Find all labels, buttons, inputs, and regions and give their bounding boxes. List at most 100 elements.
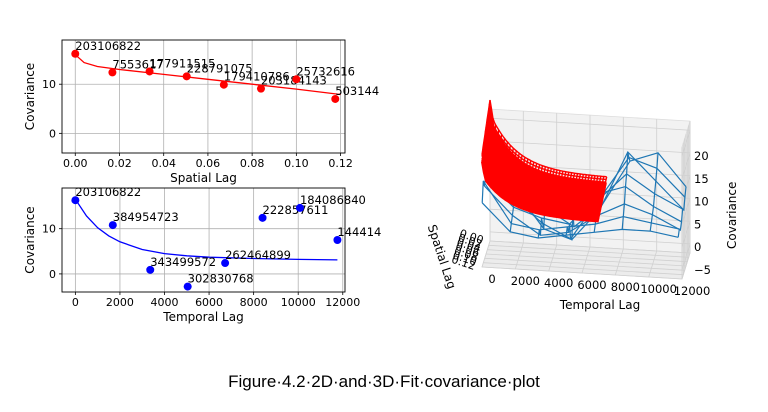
y-tick-label: 10 <box>42 78 56 91</box>
fit-surface-wire <box>482 148 601 214</box>
point-label: 144414 <box>337 225 381 239</box>
data-point <box>292 75 301 84</box>
y-tick-label: 0 <box>49 127 56 140</box>
x-tick-label: 2000 <box>106 296 134 309</box>
fit-surface-wire <box>487 119 605 194</box>
fit-surface-wire <box>483 144 602 212</box>
fit-surface-wire <box>482 154 600 218</box>
empirical-wire <box>621 151 631 230</box>
plot-frame <box>61 187 346 293</box>
fit-surface-wire <box>484 135 603 205</box>
z-tick-label: 0 <box>694 240 701 254</box>
point-label: 228791075 <box>187 61 253 75</box>
y-axis-label: Covariance <box>23 63 37 130</box>
data-point <box>256 84 265 93</box>
z-tick-label: −5 <box>694 263 711 277</box>
point-label: 177911515 <box>150 56 216 70</box>
fit-surface-wire <box>484 137 603 207</box>
data-point <box>71 49 80 58</box>
temporal-lag-plot: 0 2000 4000 6000 8000 10000 12000 0 10 203106822 3… <box>23 185 381 324</box>
x-tick-label: 4000 <box>151 296 179 309</box>
fit-surface-wire <box>488 110 607 188</box>
fit-surface-wire <box>483 141 602 209</box>
temporal-tick-label: 12000 <box>674 284 711 298</box>
temporal-tick-label: 6000 <box>577 278 606 292</box>
fit-surface-wire <box>488 106 607 185</box>
fit-surface-wire <box>483 146 601 213</box>
fit-surface-wire <box>486 121 605 195</box>
data-point <box>219 80 228 89</box>
data-point <box>331 94 340 103</box>
x-axis-label: Spatial Lag <box>170 171 237 185</box>
fit-surface-wire <box>481 157 600 220</box>
fit-curve <box>74 198 338 261</box>
x-tick-label: 0.04 <box>151 157 176 170</box>
point-label: 179410786 <box>224 70 290 84</box>
point-label: 503144 <box>335 84 379 98</box>
point-label: 203106822 <box>75 185 141 199</box>
fit-surface-wire <box>486 123 605 196</box>
fit-surface-wire <box>484 139 603 208</box>
x-tick-label: 12000 <box>325 296 360 309</box>
data-point <box>183 282 192 291</box>
data-point <box>182 72 191 81</box>
spatial-gridline <box>487 129 688 263</box>
fit-surface-wire <box>480 161 599 223</box>
x-tick-label: 8000 <box>240 296 268 309</box>
x-tick-label: 0.00 <box>63 157 88 170</box>
data-point <box>145 67 154 76</box>
y-tick-label: 10 <box>42 223 56 236</box>
point-label: 262464899 <box>225 248 291 262</box>
data-point <box>71 196 80 205</box>
x-tick-label: 0.12 <box>328 157 353 170</box>
temporal-axis-label: Temporal Lag <box>559 298 640 312</box>
point-label: 184086840 <box>300 193 366 207</box>
point-label: 203106822 <box>75 39 141 53</box>
point-label: 384954723 <box>113 210 179 224</box>
data-point <box>333 236 342 244</box>
fit-surface-wire <box>485 132 603 203</box>
fit-surface-wire <box>486 124 605 198</box>
spatial-gridline <box>489 121 691 254</box>
temporal-tick-label: 10000 <box>640 282 677 296</box>
empirical-wire <box>482 180 680 231</box>
x-tick-label: 6000 <box>195 296 223 309</box>
fit-surface-wire <box>488 108 607 186</box>
plot-frame <box>61 39 346 154</box>
fit-surface-wire <box>482 152 601 217</box>
fit-surface-wire <box>483 143 602 210</box>
temporal-tick-label: 4000 <box>544 276 573 290</box>
z-tick-label: 15 <box>694 172 709 186</box>
data-point <box>258 213 267 222</box>
z-tick-label: 5 <box>694 217 701 231</box>
fit-surface-wire <box>487 113 606 190</box>
spatial-gridline <box>484 138 686 271</box>
spatial-gridline <box>481 147 683 280</box>
empirical-wire <box>483 185 681 236</box>
point-label: 222857611 <box>263 203 329 217</box>
y-tick-label: 0 <box>49 268 56 281</box>
empirical-wire <box>649 152 659 232</box>
temporal-tick-label: 2000 <box>511 274 540 288</box>
fit-surface-wire <box>485 130 604 202</box>
spatial-lag-plot: 0.00 0.02 0.04 0.06 0.08 0.10 0.12 0 10 203106822… <box>23 39 379 185</box>
data-point <box>146 265 155 274</box>
fit-surface-wire <box>485 128 604 200</box>
fit-surface-wire <box>481 155 600 219</box>
point-label: 25732616 <box>296 64 355 78</box>
temporal-tick-label: 0 <box>488 272 495 286</box>
y-axis-label: Covariance <box>23 206 37 273</box>
fit-surface-wire <box>482 150 601 215</box>
empirical-wire <box>481 202 679 239</box>
fit-surface-wire <box>487 115 606 191</box>
x-tick-label: 0.08 <box>240 157 265 170</box>
z-tick-label: 10 <box>694 195 709 209</box>
x-tick-label: 0.10 <box>284 157 309 170</box>
z-axis-label: Covariance <box>725 182 739 249</box>
spatial-gridline <box>485 134 687 267</box>
temporal-tick-label: 8000 <box>611 280 640 294</box>
data-point <box>108 68 117 77</box>
x-tick-label: 0.02 <box>107 157 132 170</box>
data-point <box>221 259 230 268</box>
